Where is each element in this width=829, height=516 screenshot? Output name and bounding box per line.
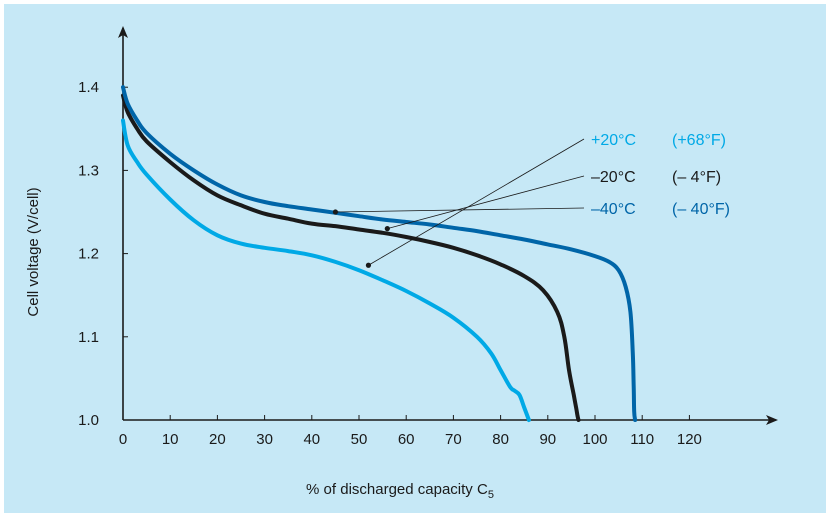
annotation-minus40c-leader — [335, 207, 585, 213]
series-lines — [121, 85, 638, 422]
y-tick-label: 1.4 — [78, 79, 99, 96]
x-tick-label: 90 — [539, 431, 556, 448]
x-tick-label: 0 — [119, 431, 127, 448]
annotation-plus20c-dot — [365, 262, 372, 268]
x-tick-label: 30 — [256, 431, 273, 448]
y-axis-label: Cell voltage (V/cell) — [25, 187, 42, 316]
axes — [118, 26, 778, 425]
legend-plus20c-fahrenheit: (+68°F) — [672, 132, 726, 149]
legend: +20°C (+68°F) –20°C (– 4°F) –40°C (– 40°F) — [591, 132, 730, 218]
annotation-minus20c-dot — [384, 226, 390, 232]
legend-minus40c-fahrenheit: (– 40°F) — [672, 201, 730, 218]
y-axis-ticks: 1.0 1.1 1.2 1.3 1.4 — [78, 79, 128, 429]
y-tick-label: 1.2 — [78, 246, 99, 263]
legend-plus20c-celsius: +20°C — [591, 132, 636, 149]
x-tick-label: 40 — [303, 431, 320, 448]
annotation-plus20c-leader — [368, 138, 585, 266]
legend-minus40c-celsius: –40°C — [591, 201, 636, 218]
x-tick-label: 60 — [398, 431, 415, 448]
x-tick-label: 120 — [677, 431, 702, 448]
annotation-minus20c-leader — [387, 175, 585, 230]
line-chart: 0 10 20 30 40 50 60 70 80 90 100 110 120 1.01.11.21.… — [25, 26, 778, 501]
series-line-minus20c — [121, 93, 581, 422]
x-tick-label: 100 — [582, 431, 607, 448]
x-tick-label: 110 — [630, 431, 654, 448]
series-line-minus40c — [121, 85, 638, 422]
chart-frame: 0 10 20 30 40 50 60 70 80 90 100 110 120 1.0 1.1 1.2 1.… — [4, 4, 826, 513]
y-tick-label: 1.0 — [78, 412, 99, 429]
x-tick-label: 10 — [162, 431, 179, 448]
x-axis-ticks: 0 10 20 30 40 50 60 70 80 90 100 110 120 — [119, 415, 702, 448]
x-tick-label: 70 — [445, 431, 462, 448]
series-line-plus20c — [121, 118, 531, 422]
x-axis-label: % of discharged capacity C5 — [306, 481, 494, 501]
y-tick-label: 1.1 — [78, 329, 99, 346]
legend-minus20c-fahrenheit: (– 4°F) — [672, 169, 721, 186]
x-tick-label: 50 — [351, 431, 368, 448]
annotations — [332, 138, 585, 268]
annotation-minus40c-dot — [332, 209, 338, 215]
legend-minus20c-celsius: –20°C — [591, 169, 636, 186]
x-tick-label: 20 — [209, 431, 226, 448]
y-tick-label: 1.3 — [78, 162, 99, 179]
x-tick-label: 80 — [492, 431, 509, 448]
